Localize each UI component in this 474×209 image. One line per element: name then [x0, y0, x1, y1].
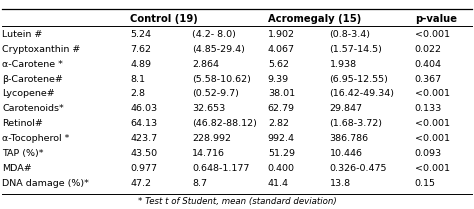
Text: DNA damage (%)*: DNA damage (%)* [2, 179, 89, 188]
Text: 0.15: 0.15 [415, 179, 436, 188]
Text: Retinol#: Retinol# [2, 119, 43, 128]
Text: (1.57-14.5): (1.57-14.5) [329, 45, 383, 54]
Text: 29.847: 29.847 [329, 104, 363, 113]
Text: 47.2: 47.2 [130, 179, 151, 188]
Text: 5.24: 5.24 [130, 30, 151, 39]
Text: 0.326-0.475: 0.326-0.475 [329, 164, 387, 173]
Text: (4.85-29.4): (4.85-29.4) [192, 45, 245, 54]
Text: 0.022: 0.022 [415, 45, 442, 54]
Text: Lycopene#: Lycopene# [2, 89, 55, 98]
Text: 992.4: 992.4 [268, 134, 295, 143]
Text: <0.001: <0.001 [415, 164, 450, 173]
Text: (0.52-9.7): (0.52-9.7) [192, 89, 239, 98]
Text: 2.864: 2.864 [192, 60, 219, 69]
Text: 13.8: 13.8 [329, 179, 351, 188]
Text: α-Tocopherol *: α-Tocopherol * [2, 134, 70, 143]
Text: 9.39: 9.39 [268, 75, 289, 84]
Text: <0.001: <0.001 [415, 134, 450, 143]
Text: 0.093: 0.093 [415, 149, 442, 158]
Text: 7.62: 7.62 [130, 45, 151, 54]
Text: (46.82-88.12): (46.82-88.12) [192, 119, 257, 128]
Text: (6.95-12.55): (6.95-12.55) [329, 75, 388, 84]
Text: 0.977: 0.977 [130, 164, 157, 173]
Text: 0.133: 0.133 [415, 104, 442, 113]
Text: 1.938: 1.938 [329, 60, 356, 69]
Text: 0.648-1.177: 0.648-1.177 [192, 164, 249, 173]
Text: <0.001: <0.001 [415, 30, 450, 39]
Text: 38.01: 38.01 [268, 89, 295, 98]
Text: 43.50: 43.50 [130, 149, 157, 158]
Text: 4.067: 4.067 [268, 45, 295, 54]
Text: 228.992: 228.992 [192, 134, 231, 143]
Text: 423.7: 423.7 [130, 134, 157, 143]
Text: p-value: p-value [415, 14, 457, 24]
Text: 0.404: 0.404 [415, 60, 442, 69]
Text: <0.001: <0.001 [415, 119, 450, 128]
Text: * Test t of Student, mean (standard deviation): * Test t of Student, mean (standard devi… [137, 197, 337, 206]
Text: 14.716: 14.716 [192, 149, 225, 158]
Text: 386.786: 386.786 [329, 134, 369, 143]
Text: 41.4: 41.4 [268, 179, 289, 188]
Text: (16.42-49.34): (16.42-49.34) [329, 89, 394, 98]
Text: <0.001: <0.001 [415, 89, 450, 98]
Text: Acromegaly (15): Acromegaly (15) [268, 14, 361, 24]
Text: (1.68-3.72): (1.68-3.72) [329, 119, 383, 128]
Text: 5.62: 5.62 [268, 60, 289, 69]
Text: 46.03: 46.03 [130, 104, 157, 113]
Text: 2.82: 2.82 [268, 119, 289, 128]
Text: 4.89: 4.89 [130, 60, 151, 69]
Text: MDA#: MDA# [2, 164, 32, 173]
Text: α-Carotene *: α-Carotene * [2, 60, 63, 69]
Text: Control (19): Control (19) [130, 14, 198, 24]
Text: 0.367: 0.367 [415, 75, 442, 84]
Text: Carotenoids*: Carotenoids* [2, 104, 64, 113]
Text: Lutein #: Lutein # [2, 30, 43, 39]
Text: β-Carotene#: β-Carotene# [2, 75, 63, 84]
Text: 62.79: 62.79 [268, 104, 295, 113]
Text: 1.902: 1.902 [268, 30, 295, 39]
Text: 2.8: 2.8 [130, 89, 146, 98]
Text: 10.446: 10.446 [329, 149, 363, 158]
Text: 64.13: 64.13 [130, 119, 157, 128]
Text: (5.58-10.62): (5.58-10.62) [192, 75, 251, 84]
Text: 51.29: 51.29 [268, 149, 295, 158]
Text: (4.2- 8.0): (4.2- 8.0) [192, 30, 236, 39]
Text: Cryptoxanthin #: Cryptoxanthin # [2, 45, 81, 54]
Text: 8.7: 8.7 [192, 179, 207, 188]
Text: 8.1: 8.1 [130, 75, 146, 84]
Text: TAP (%)*: TAP (%)* [2, 149, 44, 158]
Text: (0.8-3.4): (0.8-3.4) [329, 30, 370, 39]
Text: 0.400: 0.400 [268, 164, 295, 173]
Text: 32.653: 32.653 [192, 104, 225, 113]
